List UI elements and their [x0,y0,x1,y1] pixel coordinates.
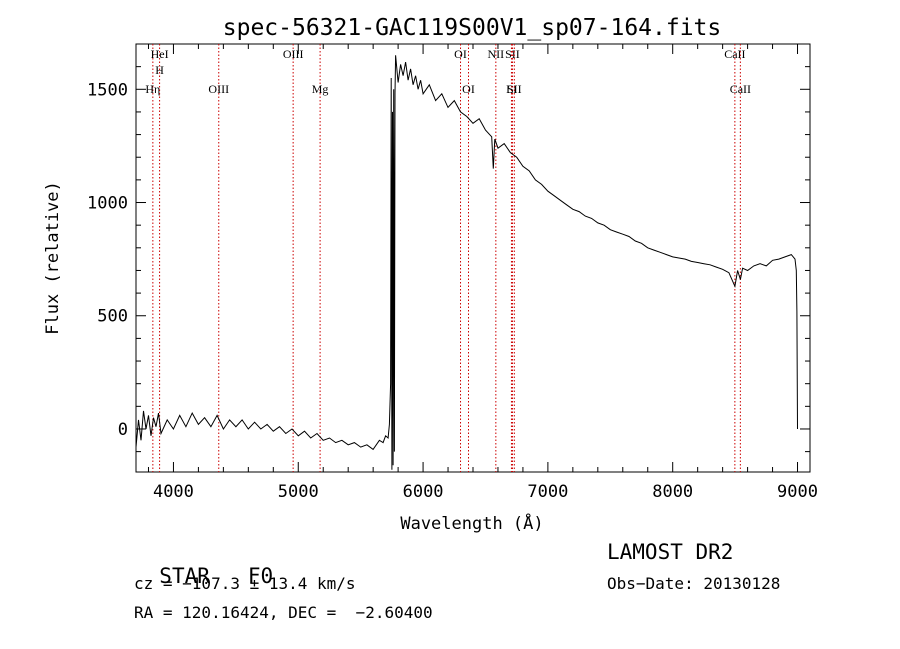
survey-label: LAMOST DR2 [607,540,734,564]
spectral-line-label: Mg [312,82,329,96]
y-tick-label: 1000 [87,194,128,214]
footer-class: STAR F0 [134,540,273,588]
spectral-line-label: OI [462,82,475,96]
spectral-line-label: OIII [208,82,229,96]
chart-title: spec-56321-GAC119S00V1_sp07-164.fits [223,15,722,41]
spectral-line-label: SII [505,47,520,61]
coordinates: RA = 120.16424, DEC = −2.60400 [134,603,433,622]
spectral-line-label: OI [454,47,467,61]
y-tick-label: 1500 [87,80,128,100]
spectral-line-label: OIII [283,47,304,61]
spectral-line-label: H [155,63,164,77]
x-tick-label: 9000 [777,482,818,502]
x-tick-label: 4000 [153,482,194,502]
spectral-line-label: NII [488,47,505,61]
spectral-line-label: Li [506,82,517,96]
object-subclass: F0 [247,564,274,588]
x-tick-label: 7000 [527,482,568,502]
spectral-line-label: CaII [724,47,745,61]
x-tick-label: 8000 [652,482,693,502]
plot-frame [135,43,811,473]
x-tick-label: 6000 [403,482,444,502]
obs-date: Obs−Date: 20130128 [607,574,781,593]
spectral-line-label: SII [507,82,522,96]
y-axis-label: Flux (relative) [43,181,63,335]
y-tick-label: 500 [97,307,128,327]
redshift-info: cz = −107.3 ± 13.4 km/s [134,574,356,593]
spectrum-series-line [135,55,798,470]
object-class: STAR [159,564,210,588]
x-tick-label: 5000 [278,482,319,502]
spectral-line-label: HeI [151,47,169,61]
spectral-line-label: Hη [145,82,160,96]
y-tick-label: 0 [118,420,128,440]
x-axis-label: Wavelength (Å) [400,512,543,534]
spectral-line-label: CaII [730,82,751,96]
plot-area: 4000 5000 6000 7000 8000 9000 0 500 1000 1500 Hη He… [87,43,818,502]
